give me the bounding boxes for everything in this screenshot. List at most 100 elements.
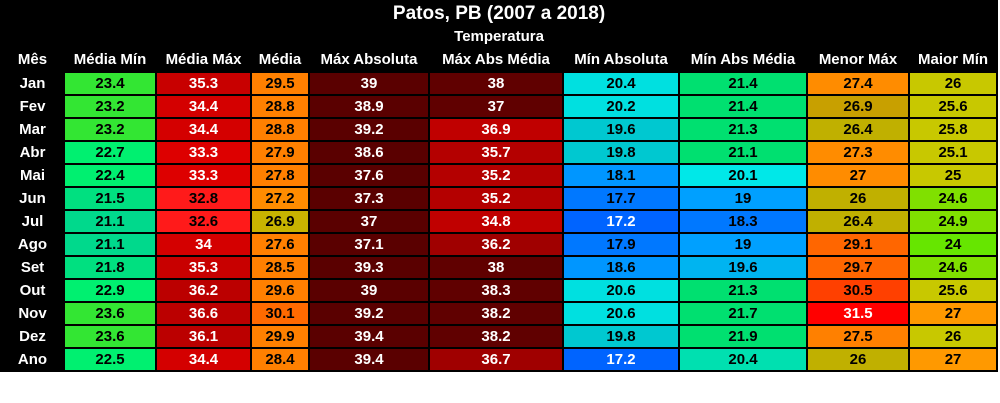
table-row: Jul 21.1 32.6 26.9 37 34.8 17.2 18.3 26.4 24.9 [0, 209, 999, 234]
table-row: Dez 23.6 36.1 29.9 39.4 38.2 19.8 21.9 27.5 26 [0, 324, 999, 349]
value-cell: 20.4 [678, 347, 808, 372]
row-label: Mai [0, 163, 65, 188]
value-cell: 37.6 [308, 163, 430, 188]
value-cell: 38.9 [308, 94, 430, 119]
value-cell: 20.6 [562, 301, 680, 326]
value-cell: 26 [806, 186, 910, 211]
value-cell: 38.2 [428, 301, 564, 326]
value-cell: 29.6 [250, 278, 310, 303]
value-cell: 26.4 [806, 209, 910, 234]
column-header: Média Mín [63, 46, 157, 73]
value-cell: 25.6 [907, 278, 999, 303]
value-cell: 22.7 [63, 140, 157, 165]
value-cell: 35.3 [155, 71, 252, 96]
value-cell: 19.6 [562, 117, 680, 142]
value-cell: 24.6 [907, 255, 999, 280]
value-cell: 34.8 [428, 209, 564, 234]
value-cell: 35.3 [155, 255, 252, 280]
value-cell: 20.4 [562, 71, 680, 96]
row-label: Dez [0, 324, 65, 349]
value-cell: 34.4 [155, 117, 252, 142]
value-cell: 19 [678, 232, 808, 257]
value-cell: 38.2 [428, 324, 564, 349]
value-cell: 26 [907, 324, 999, 349]
value-cell: 30.5 [806, 278, 910, 303]
value-cell: 25 [907, 163, 999, 188]
value-cell: 36.2 [428, 232, 564, 257]
value-cell: 37.3 [308, 186, 430, 211]
value-cell: 32.6 [155, 209, 252, 234]
value-cell: 21.5 [63, 186, 157, 211]
value-cell: 19.8 [562, 324, 680, 349]
row-label: Ano [0, 347, 65, 372]
value-cell: 25.8 [907, 117, 999, 142]
table-row: Mar 23.2 34.4 28.8 39.2 36.9 19.6 21.3 26.4 25.8 [0, 117, 999, 142]
value-cell: 38 [428, 255, 564, 280]
value-cell: 38 [428, 71, 564, 96]
value-cell: 26.9 [806, 94, 910, 119]
value-cell: 21.4 [678, 94, 808, 119]
value-cell: 21.3 [678, 278, 808, 303]
table-row: Abr 22.7 33.3 27.9 38.6 35.7 19.8 21.1 27.3 25.1 [0, 140, 999, 165]
table-body: Jan 23.4 35.3 29.5 39 38 20.4 21.4 27.4 26 Fev 23.2… [0, 71, 999, 372]
value-cell: 20.1 [678, 163, 808, 188]
value-cell: 21.3 [678, 117, 808, 142]
value-cell: 17.2 [562, 209, 680, 234]
table-row: Jun 21.5 32.8 27.2 37.3 35.2 17.7 19 26 24.6 [0, 186, 999, 211]
row-label: Fev [0, 94, 65, 119]
value-cell: 34 [155, 232, 252, 257]
value-cell: 29.7 [806, 255, 910, 280]
value-cell: 21.1 [678, 140, 808, 165]
value-cell: 27 [907, 347, 999, 372]
value-cell: 28.8 [250, 94, 310, 119]
table-row: Set 21.8 35.3 28.5 39.3 38 18.6 19.6 29.7 24.6 [0, 255, 999, 280]
value-cell: 36.7 [428, 347, 564, 372]
value-cell: 36.6 [155, 301, 252, 326]
value-cell: 36.9 [428, 117, 564, 142]
value-cell: 27 [907, 301, 999, 326]
column-header: Maior Mín [907, 46, 999, 73]
value-cell: 37.1 [308, 232, 430, 257]
value-cell: 31.5 [806, 301, 910, 326]
table-row: Ano 22.5 34.4 28.4 39.4 36.7 17.2 20.4 26 27 [0, 347, 999, 372]
column-header: Média Máx [155, 46, 252, 73]
value-cell: 19.6 [678, 255, 808, 280]
row-label: Mar [0, 117, 65, 142]
value-cell: 21.7 [678, 301, 808, 326]
value-cell: 28.4 [250, 347, 310, 372]
row-label: Jul [0, 209, 65, 234]
value-cell: 21.8 [63, 255, 157, 280]
value-cell: 29.1 [806, 232, 910, 257]
temperature-table: Patos, PB (2007 a 2018) Temperatura Mês M… [0, 0, 999, 372]
value-cell: 23.4 [63, 71, 157, 96]
value-cell: 32.8 [155, 186, 252, 211]
value-cell: 29.9 [250, 324, 310, 349]
value-cell: 35.2 [428, 186, 564, 211]
value-cell: 23.6 [63, 324, 157, 349]
row-label: Abr [0, 140, 65, 165]
column-header: Mín Absoluta [562, 46, 680, 73]
value-cell: 37 [308, 209, 430, 234]
value-cell: 39.2 [308, 117, 430, 142]
column-header: Mín Abs Média [678, 46, 808, 73]
value-cell: 39.3 [308, 255, 430, 280]
value-cell: 34.4 [155, 94, 252, 119]
value-cell: 38.6 [308, 140, 430, 165]
value-cell: 18.3 [678, 209, 808, 234]
value-cell: 19.8 [562, 140, 680, 165]
value-cell: 39.4 [308, 347, 430, 372]
column-header: Menor Máx [806, 46, 910, 73]
value-cell: 39.4 [308, 324, 430, 349]
value-cell: 33.3 [155, 163, 252, 188]
row-label: Set [0, 255, 65, 280]
value-cell: 23.6 [63, 301, 157, 326]
value-cell: 17.2 [562, 347, 680, 372]
value-cell: 28.8 [250, 117, 310, 142]
group-header: Temperatura [0, 25, 999, 48]
value-cell: 17.7 [562, 186, 680, 211]
value-cell: 17.9 [562, 232, 680, 257]
value-cell: 26.4 [806, 117, 910, 142]
value-cell: 21.4 [678, 71, 808, 96]
column-header: Média [250, 46, 310, 73]
